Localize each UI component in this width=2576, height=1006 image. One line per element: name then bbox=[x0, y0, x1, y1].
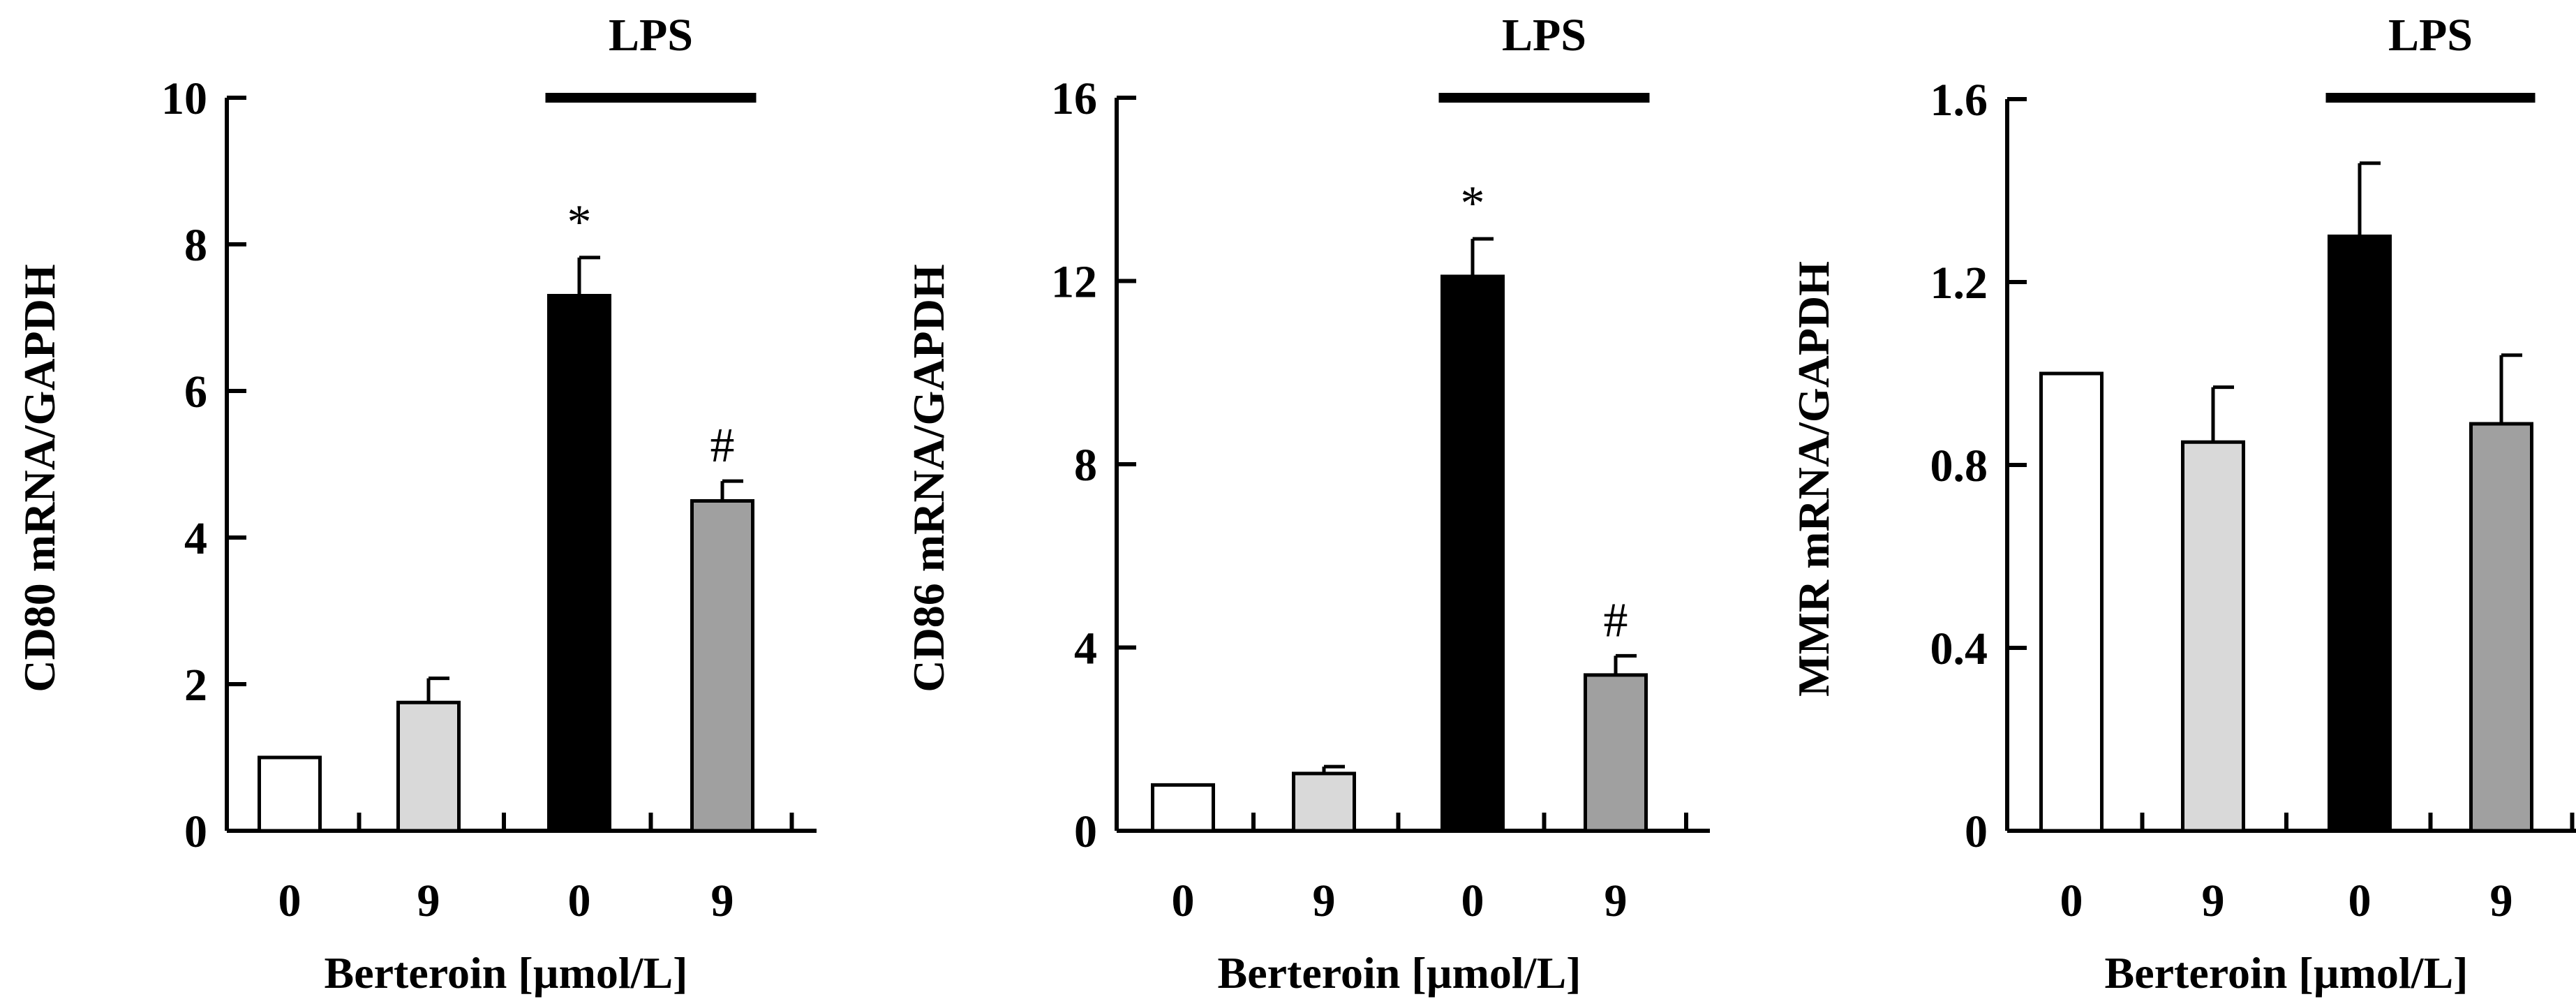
lps-label: LPS bbox=[609, 10, 693, 61]
y-tick-label: 0.8 bbox=[1930, 441, 1988, 491]
bar-3-3 bbox=[2328, 235, 2392, 833]
bar-2-4 bbox=[1584, 673, 1648, 833]
chart-panel-2: 0 4 8 12 16 0 9 * 0 #9 LPS Berteroin [µmol/L] CD86 m… bbox=[904, 10, 1710, 998]
significance-marker: * bbox=[567, 195, 592, 249]
y-tick-label: 10 bbox=[161, 73, 207, 124]
x-category-label: 0 bbox=[2060, 875, 2083, 926]
y-tick-label: 16 bbox=[1051, 73, 1097, 124]
y-tick-label: 6 bbox=[184, 367, 207, 417]
y-tick-label: 4 bbox=[1074, 623, 1097, 674]
y-tick-label: 1.6 bbox=[1930, 75, 1988, 126]
bar-1-1 bbox=[258, 755, 322, 833]
bar-1-4 bbox=[690, 499, 754, 833]
lps-label: LPS bbox=[2388, 10, 2473, 61]
y-tick-label: 4 bbox=[184, 513, 207, 564]
chart-panel-1: 0 2 4 6 8 10 0 9 * 0 #9 LPS Berteroin [µmol/L] CD80 m… bbox=[15, 10, 817, 998]
y-tick-label: 1.2 bbox=[1930, 258, 1988, 309]
x-axis-title: Berteroin [µmol/L] bbox=[1218, 948, 1581, 998]
x-category-label: 9 bbox=[1605, 875, 1628, 926]
x-category-label: 0 bbox=[1172, 875, 1195, 926]
x-axis-title: Berteroin [µmol/L] bbox=[2105, 948, 2469, 998]
bar-2-1 bbox=[1151, 783, 1215, 833]
x-category-label: 0 bbox=[1461, 875, 1484, 926]
y-axis-title: MMR mRNA/GAPDH bbox=[1789, 261, 1838, 697]
bar-3-1 bbox=[2039, 371, 2104, 833]
lps-label: LPS bbox=[1502, 10, 1586, 61]
y-tick-label: 12 bbox=[1051, 257, 1097, 308]
bar-2-2 bbox=[1292, 771, 1356, 833]
x-category-label: 9 bbox=[1313, 875, 1336, 926]
y-tick-label: 8 bbox=[1074, 440, 1097, 491]
chart-panel-3: 0 0.4 0.8 1.2 1.6 0 9 0 9 LPS Berteroin [µmol/L] MM… bbox=[1789, 10, 2576, 998]
x-category-label: 9 bbox=[417, 875, 440, 926]
x-category-label: 9 bbox=[711, 875, 734, 926]
y-tick-label: 2 bbox=[184, 660, 207, 711]
y-axis-title: CD86 mRNA/GAPDH bbox=[904, 264, 953, 692]
bar-2-3 bbox=[1440, 274, 1505, 833]
y-tick-label: 0 bbox=[1965, 806, 1988, 857]
y-axis-title: CD80 mRNA/GAPDH bbox=[15, 264, 64, 692]
y-tick-label: 0 bbox=[1074, 806, 1097, 857]
x-category-label: 0 bbox=[278, 875, 301, 926]
x-category-label: 9 bbox=[2202, 875, 2225, 926]
x-category-label: 0 bbox=[568, 875, 591, 926]
bar-3-2 bbox=[2181, 440, 2245, 833]
bar-3-4 bbox=[2469, 422, 2533, 833]
significance-marker: * bbox=[1461, 177, 1485, 230]
bar-1-3 bbox=[547, 294, 611, 833]
y-tick-label: 0 bbox=[184, 806, 207, 857]
x-category-label: 9 bbox=[2490, 875, 2513, 926]
y-tick-label: 0.4 bbox=[1930, 623, 1988, 674]
x-category-label: 0 bbox=[2348, 875, 2372, 926]
y-tick-label: 8 bbox=[184, 220, 207, 271]
bar-1-2 bbox=[396, 700, 461, 833]
significance-marker: # bbox=[710, 419, 735, 473]
significance-marker: # bbox=[1604, 593, 1628, 647]
x-axis-title: Berteroin [µmol/L] bbox=[325, 948, 688, 998]
